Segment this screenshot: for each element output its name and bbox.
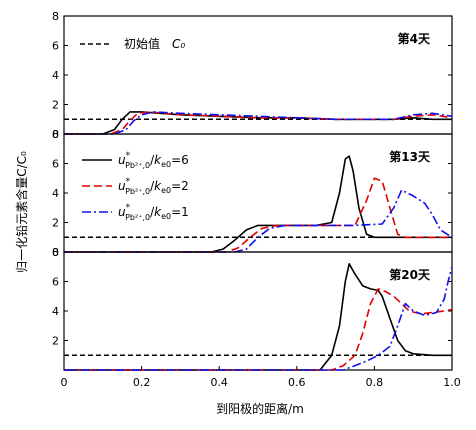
legend-sup-star: * xyxy=(126,177,131,187)
y-tick-label: 2 xyxy=(52,335,59,348)
legend-eq-value: =1 xyxy=(171,205,189,219)
plot-frame xyxy=(63,15,453,135)
y-tick-label: 8 xyxy=(52,10,59,23)
panel-label: 第13天 xyxy=(389,149,431,164)
series-line-u-k-1 xyxy=(64,266,453,371)
x-tick-label: 1.0 xyxy=(443,376,461,389)
y-axis-label: 归一化铅元素含量C/C₀ xyxy=(14,151,29,273)
x-tick-label: 0.4 xyxy=(210,376,228,389)
legend-sub-pb: Pb²⁺,0 xyxy=(125,161,150,170)
panel-label: 第4天 xyxy=(398,31,431,46)
series-line-u-k-1 xyxy=(64,111,453,135)
y-tick-label: 6 xyxy=(52,158,59,171)
legend-var-u: u xyxy=(118,153,126,167)
y-tick-label: 8 xyxy=(52,246,59,259)
x-axis-title: 到阳极的距离/m xyxy=(216,401,304,416)
panel-day20: 2 4 6 8 第20天 xyxy=(52,246,453,371)
legend-sub-e0: e0 xyxy=(161,212,171,221)
panel-day4: 0 2 4 6 8 第4天 初始值 C₀ xyxy=(52,10,453,141)
x-tick-label: 0.6 xyxy=(288,376,306,389)
legend-sub-pb: Pb²⁺,0 xyxy=(125,213,150,222)
x-tick-label: 0.2 xyxy=(133,376,151,389)
legend-eq-value: =6 xyxy=(171,153,189,167)
y-tick-label: 2 xyxy=(52,99,59,112)
y-tick-label: 0 xyxy=(52,128,59,141)
y-axis-title: 归一化铅元素含量C/C₀ xyxy=(14,151,29,273)
legend-var-u: u xyxy=(118,179,126,193)
series-line-u-k-1 xyxy=(64,189,453,253)
legend-sub-e0: e0 xyxy=(161,160,171,169)
legend-eq-value: =2 xyxy=(171,179,189,193)
legend-slash: / xyxy=(150,179,155,193)
legend-sup-star: * xyxy=(126,151,131,161)
legend-slash: / xyxy=(150,205,155,219)
legend-slash: / xyxy=(150,153,155,167)
y-tick-label: 6 xyxy=(52,40,59,53)
series-line-u-k-2 xyxy=(64,288,453,371)
y-tick-label: 4 xyxy=(52,69,59,82)
x-tick-label: 0 xyxy=(61,376,68,389)
y-tick-label: 4 xyxy=(52,187,59,200)
legend-label-initial: 初始值 xyxy=(124,36,160,51)
x-axis: 0 0.2 0.4 0.6 0.8 1.0 到阳极的距离/m xyxy=(61,366,461,416)
legend-label-2: u* Pb²⁺,0/ke0=2 xyxy=(118,177,189,196)
panel-label: 第20天 xyxy=(389,267,431,282)
legend-var-u: u xyxy=(118,205,126,219)
series-line-u-k-2 xyxy=(64,111,453,135)
legend-sub-pb: Pb²⁺,0 xyxy=(125,187,150,196)
legend-label-1: u* Pb²⁺,0/ke0=6 xyxy=(118,151,189,170)
x-tick-label: 0.8 xyxy=(366,376,384,389)
legend-var-k: k xyxy=(154,205,162,219)
legend-label-3: u* Pb²⁺,0/ke0=1 xyxy=(118,203,189,222)
y-tick-label: 4 xyxy=(52,305,59,318)
series-line-u-k-6 xyxy=(64,262,452,371)
legend-var-k: k xyxy=(154,153,162,167)
y-tick-label: 0 xyxy=(52,246,59,259)
series-line-u-k-6 xyxy=(64,155,452,253)
y-tick-label: 8 xyxy=(52,128,59,141)
legend-var-k: k xyxy=(154,179,162,193)
y-tick-label: 6 xyxy=(52,276,59,289)
legend-sub-e0: e0 xyxy=(161,186,171,195)
y-tick-label: 2 xyxy=(52,217,59,230)
legend-math-c0: C₀ xyxy=(172,37,185,51)
legend-sup-star: * xyxy=(126,203,131,213)
